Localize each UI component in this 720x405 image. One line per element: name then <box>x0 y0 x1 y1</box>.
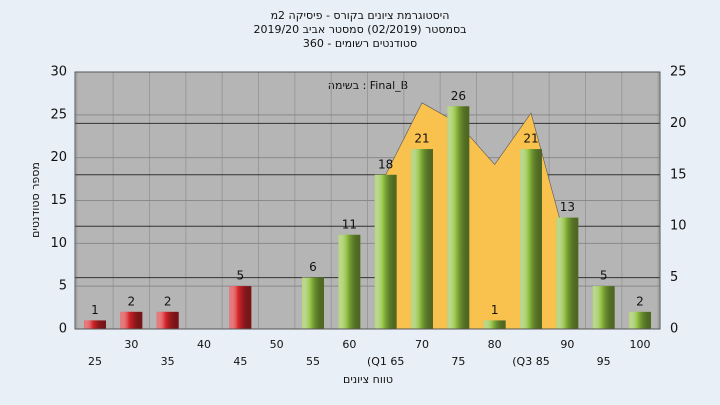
data-label: 13 <box>560 200 575 214</box>
bar-shade <box>411 149 433 329</box>
bar-shade <box>520 149 542 329</box>
x-tick-label: 30 <box>124 338 138 351</box>
bar-shade <box>229 286 252 329</box>
bar-shade <box>592 286 615 329</box>
x-tick-label: (Q1 65 <box>367 355 404 368</box>
x-tick-label: 25 <box>88 355 102 368</box>
bar-shade <box>84 320 106 329</box>
x-tick-label: 75 <box>451 355 465 368</box>
data-label: 5 <box>237 269 245 283</box>
data-label: 18 <box>378 157 393 171</box>
x-tick-label: 45 <box>233 355 247 368</box>
x-tick-label: 100 <box>630 338 651 351</box>
data-label: 2 <box>636 294 644 308</box>
bar-shade <box>156 311 179 329</box>
y2-tick-label: 25 <box>670 65 687 80</box>
bar-shade <box>374 174 397 329</box>
bar-shade <box>556 217 579 329</box>
y-tick-label: 25 <box>50 107 67 122</box>
x-tick-label: 70 <box>415 338 429 351</box>
x-tick-label: 35 <box>161 355 175 368</box>
y-tick-label: 0 <box>59 322 67 337</box>
x-tick-label: 60 <box>342 338 356 351</box>
y-tick-label: 20 <box>50 150 67 165</box>
data-label: 5 <box>600 269 608 283</box>
data-label: 26 <box>451 89 466 103</box>
data-label: 1 <box>91 303 99 317</box>
data-label: 2 <box>164 294 172 308</box>
bar-shade <box>483 320 506 329</box>
data-label: 6 <box>309 260 317 274</box>
bar-shade <box>338 234 361 329</box>
y2-tick-label: 0 <box>670 322 678 337</box>
x-tick-label: 40 <box>197 338 211 351</box>
x-tick-label: 80 <box>488 338 502 351</box>
x-axis-label: טווח ציונים <box>343 373 393 386</box>
y-axis-label: מספר סטודנטים <box>29 162 42 238</box>
chart-subtitle: בסמסטר (02/2019) סמסטר אביב 2019/20 <box>253 23 466 36</box>
plot-border <box>74 71 661 330</box>
x-tick-label: 95 <box>597 355 611 368</box>
data-label: 21 <box>523 132 538 146</box>
bar-shade <box>302 277 324 329</box>
x-tick-label: 50 <box>270 338 284 351</box>
y2-tick-label: 15 <box>670 167 687 182</box>
bar-shade <box>120 311 143 329</box>
x-tick-label: 55 <box>306 355 320 368</box>
y-tick-label: 10 <box>50 236 67 251</box>
x-tick-label: (Q3 85 <box>512 355 549 368</box>
y-tick-label: 30 <box>50 65 67 80</box>
y-tick-label: 15 <box>50 193 67 208</box>
y-tick-label: 5 <box>59 279 67 294</box>
bar-shade <box>629 311 651 329</box>
bar-shade <box>447 106 470 330</box>
data-label: 21 <box>414 132 429 146</box>
chart-title: היסטוגרמת ציונים בקורס - פיסיקה 2מ <box>271 9 450 22</box>
data-label: 11 <box>342 217 357 231</box>
chart-subtitle: סטודנטים רשומים - 360 <box>303 37 417 50</box>
y2-tick-label: 20 <box>670 116 687 131</box>
data-label: 2 <box>128 294 136 308</box>
x-tick-label: 90 <box>560 338 574 351</box>
y2-tick-label: 10 <box>670 219 687 234</box>
y2-tick-label: 5 <box>670 270 678 285</box>
data-label: 1 <box>491 303 499 317</box>
